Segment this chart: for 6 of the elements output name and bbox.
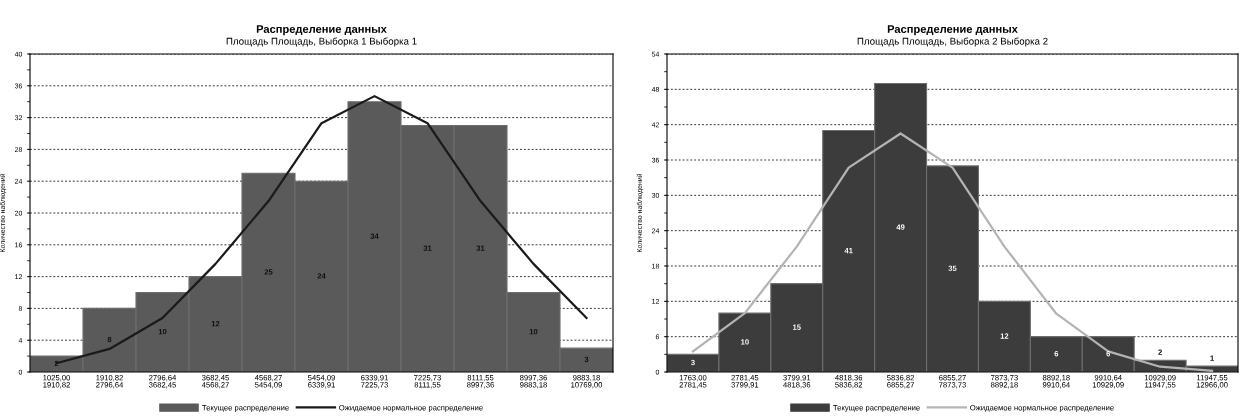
chart-title: Распределение данных (256, 25, 387, 36)
chart-title: Распределение данных (887, 25, 1018, 36)
line-series (691, 132, 1214, 372)
chart-subtitle: Площадь Площадь, Выборка 1 Выборка 1 (226, 37, 417, 47)
chart-subtitle: Площадь Площадь, Выборка 2 Выборка 2 (857, 37, 1048, 47)
line-series (55, 95, 588, 365)
